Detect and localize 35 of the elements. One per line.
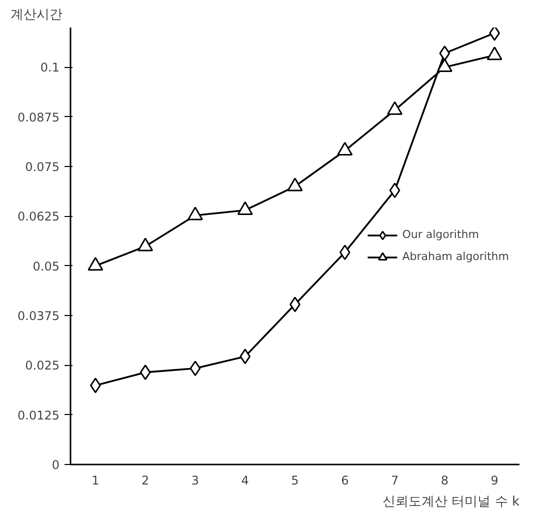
x-tick-label: 2	[142, 474, 150, 488]
point	[387, 101, 403, 115]
point	[486, 46, 502, 60]
point	[237, 201, 253, 216]
x-tick-label: 5	[291, 474, 299, 488]
x-tick-label: 3	[191, 474, 200, 488]
x-tick-label: 7	[390, 474, 399, 488]
point	[337, 142, 353, 156]
y-tick-label: 0.0125	[18, 408, 60, 422]
legend-label: Our algorithm	[402, 228, 479, 241]
point	[287, 178, 303, 192]
x-tick-label: 9	[490, 474, 498, 488]
point	[240, 348, 251, 364]
y-tick-label: 0	[52, 458, 60, 472]
y-tick-label: 0.05	[32, 259, 60, 274]
x-axis-title: 신뢰도계산 터미널 수 k	[382, 494, 520, 510]
y-tick-label: 0.025	[25, 358, 60, 373]
point	[190, 360, 201, 376]
y-axis-title: 계산시간	[10, 8, 62, 22]
point	[436, 58, 452, 72]
x-tick-label: 8	[440, 474, 448, 488]
x-tick-label: 6	[341, 474, 349, 488]
x-tick-label: 4	[241, 474, 249, 488]
x-tick-label: 1	[92, 474, 100, 488]
point	[88, 257, 104, 271]
point	[138, 238, 154, 252]
legend-label: Abraham algorithm	[402, 250, 509, 263]
y-tick-label: 0.0625	[18, 210, 60, 224]
y-tick-label: 0.0875	[18, 110, 60, 124]
y-tick-label: 0.075	[25, 160, 60, 174]
y-tick-label: 0.1	[40, 60, 60, 75]
point	[140, 364, 151, 380]
point	[339, 244, 350, 260]
y-tick-label: 0.0375	[18, 309, 60, 324]
point	[187, 206, 203, 220]
